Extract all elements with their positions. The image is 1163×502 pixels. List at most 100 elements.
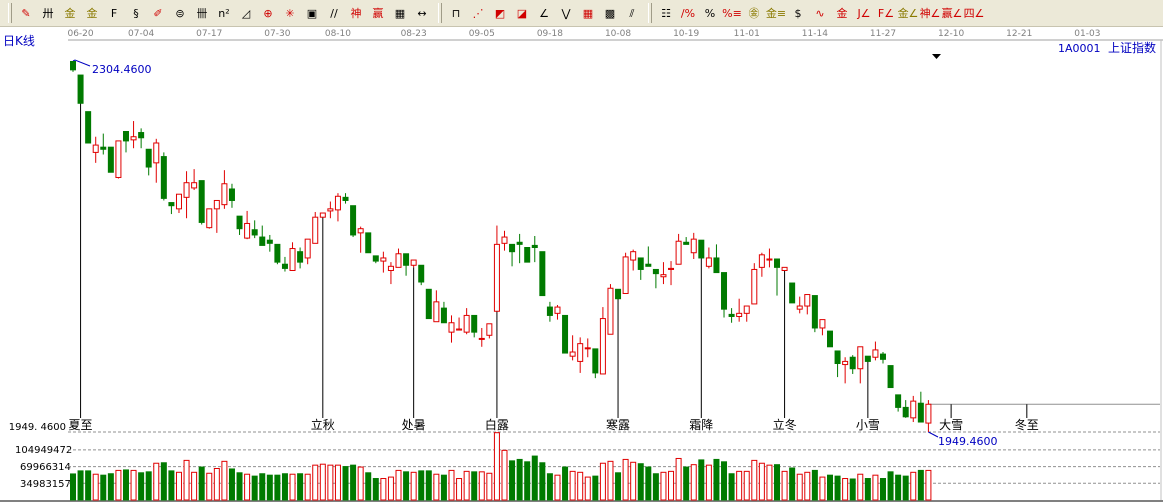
candle-down bbox=[259, 236, 266, 246]
percent-icon[interactable]: % bbox=[704, 6, 716, 20]
fan-lines-icon[interactable]: ⋰ bbox=[472, 6, 484, 20]
volume-bar bbox=[115, 469, 122, 501]
crosshair-circle-icon[interactable]: ⊕ bbox=[263, 6, 273, 20]
volume-bar bbox=[395, 469, 402, 501]
zigzag-icon[interactable]: ⋁ bbox=[561, 6, 571, 20]
candle-down bbox=[524, 247, 531, 263]
volume-bar bbox=[456, 478, 463, 501]
grid-icon[interactable]: ▦ bbox=[582, 6, 594, 20]
volume-bar bbox=[380, 478, 387, 501]
square-lines-icon[interactable]: n² bbox=[218, 6, 230, 20]
candle-down bbox=[342, 196, 349, 201]
candle-down bbox=[902, 406, 909, 418]
pencil-icon[interactable]: ✎ bbox=[21, 6, 31, 20]
percent-slope-icon[interactable]: /% bbox=[680, 6, 696, 20]
candle-down bbox=[122, 131, 129, 142]
dollar-fire-icon[interactable]: $ bbox=[794, 6, 802, 20]
dropdown-triangle-icon[interactable] bbox=[932, 54, 941, 59]
volume-bar bbox=[713, 458, 720, 501]
date-tick-label: 09-18 bbox=[537, 29, 563, 39]
volume-bar bbox=[925, 469, 932, 501]
candle-up bbox=[191, 182, 198, 189]
square-target-icon[interactable]: ▣ bbox=[306, 6, 318, 20]
candle-up bbox=[478, 337, 485, 340]
frame-icon[interactable]: ⊓ bbox=[451, 6, 461, 20]
angle-icon[interactable]: ∠ bbox=[539, 6, 549, 20]
candle-down bbox=[811, 295, 818, 329]
gold-red-icon[interactable]: 金 bbox=[836, 6, 848, 20]
grid-dense-icon[interactable]: ▩ bbox=[604, 6, 616, 20]
pencil-ruler-icon[interactable]: ✐ bbox=[153, 6, 163, 20]
solar-term-label: 白露 bbox=[485, 417, 509, 432]
candle-up bbox=[92, 144, 99, 153]
gold-angle-icon[interactable]: 金∠ bbox=[898, 6, 918, 20]
j-angle-icon[interactable]: J∠ bbox=[857, 6, 871, 20]
wave-icon[interactable]: ∿ bbox=[815, 6, 825, 20]
volume-bar bbox=[509, 460, 516, 501]
candle-up bbox=[910, 400, 917, 419]
gold-lines-icon[interactable]: 金≡ bbox=[766, 6, 786, 20]
period-label[interactable]: 日K线 bbox=[3, 34, 35, 48]
candle-down bbox=[849, 356, 856, 370]
volume-bar bbox=[872, 474, 879, 501]
volume-bar bbox=[705, 464, 712, 501]
percent-lines-icon[interactable]: %≡ bbox=[722, 6, 742, 20]
volume-bar bbox=[804, 471, 811, 501]
candle-up bbox=[501, 236, 508, 244]
volume-bar bbox=[281, 473, 288, 501]
candle-down bbox=[546, 306, 553, 316]
box-lines-icon[interactable]: ◩ bbox=[494, 6, 506, 20]
cycle-lines-icon[interactable]: 卌 bbox=[196, 6, 208, 20]
price-axis-label: 1949. 4600 bbox=[9, 422, 66, 433]
candle-up bbox=[622, 256, 629, 294]
volume-bar bbox=[440, 474, 447, 501]
angle-marks-icon[interactable]: // bbox=[330, 6, 338, 20]
volume-bar bbox=[766, 464, 773, 501]
volume-bar bbox=[728, 473, 735, 501]
candle-up bbox=[327, 208, 334, 212]
table-icon[interactable]: ☷ bbox=[661, 6, 671, 20]
candle-up bbox=[486, 323, 493, 336]
gold-split-icon[interactable]: 金 bbox=[86, 6, 98, 20]
volume-bar bbox=[751, 459, 758, 501]
win-angle-icon[interactable]: 赢∠ bbox=[942, 6, 962, 20]
candle-up bbox=[244, 222, 251, 239]
parallel-lines-icon[interactable]: 卅 bbox=[42, 6, 54, 20]
candle-up bbox=[743, 305, 750, 314]
volume-bar bbox=[546, 473, 553, 501]
volume-bar bbox=[599, 462, 606, 501]
volume-bar bbox=[130, 469, 137, 501]
volume-bar bbox=[175, 471, 182, 501]
spiral-icon[interactable]: § bbox=[133, 6, 139, 20]
web-icon[interactable]: ✳ bbox=[285, 6, 295, 20]
candle-up bbox=[766, 258, 773, 261]
candle-up bbox=[334, 195, 341, 211]
candle-down bbox=[107, 146, 114, 173]
toolbar-separator[interactable] bbox=[648, 3, 652, 23]
circle-icon[interactable]: ⊜ bbox=[175, 6, 185, 20]
diagonal-lines-icon[interactable]: ⫽ bbox=[629, 6, 635, 20]
f-angle-icon[interactable]: F∠ bbox=[877, 6, 895, 20]
volume-bar bbox=[478, 471, 485, 501]
four-angle-icon[interactable]: 四∠ bbox=[964, 6, 984, 20]
volume-bar bbox=[758, 462, 765, 501]
triangle-ruler-icon[interactable]: ◿ bbox=[241, 6, 251, 20]
volume-bar bbox=[917, 469, 924, 501]
candle-up bbox=[312, 216, 319, 244]
god-line-icon[interactable]: 神 bbox=[350, 6, 362, 20]
toolbar-separator[interactable] bbox=[8, 3, 12, 23]
candle-up bbox=[736, 312, 743, 317]
number-grid-icon[interactable]: ▦ bbox=[394, 6, 406, 20]
volume-bar bbox=[842, 478, 849, 501]
gold-split-lines-icon[interactable]: 金 bbox=[64, 6, 76, 20]
volume-bar bbox=[607, 460, 614, 501]
god-angle-icon[interactable]: 神∠ bbox=[920, 6, 940, 20]
gold-circle-icon[interactable]: ㊎ bbox=[748, 6, 760, 20]
volume-bar bbox=[403, 471, 410, 501]
win-line-icon[interactable]: 赢 bbox=[372, 6, 384, 20]
box-diagonal-icon[interactable]: ◪ bbox=[516, 6, 528, 20]
width-measure-icon[interactable]: ↔ bbox=[417, 6, 427, 20]
fibonacci-icon[interactable]: F bbox=[110, 6, 118, 20]
toolbar-separator[interactable] bbox=[438, 3, 442, 23]
candle-up bbox=[463, 314, 470, 333]
